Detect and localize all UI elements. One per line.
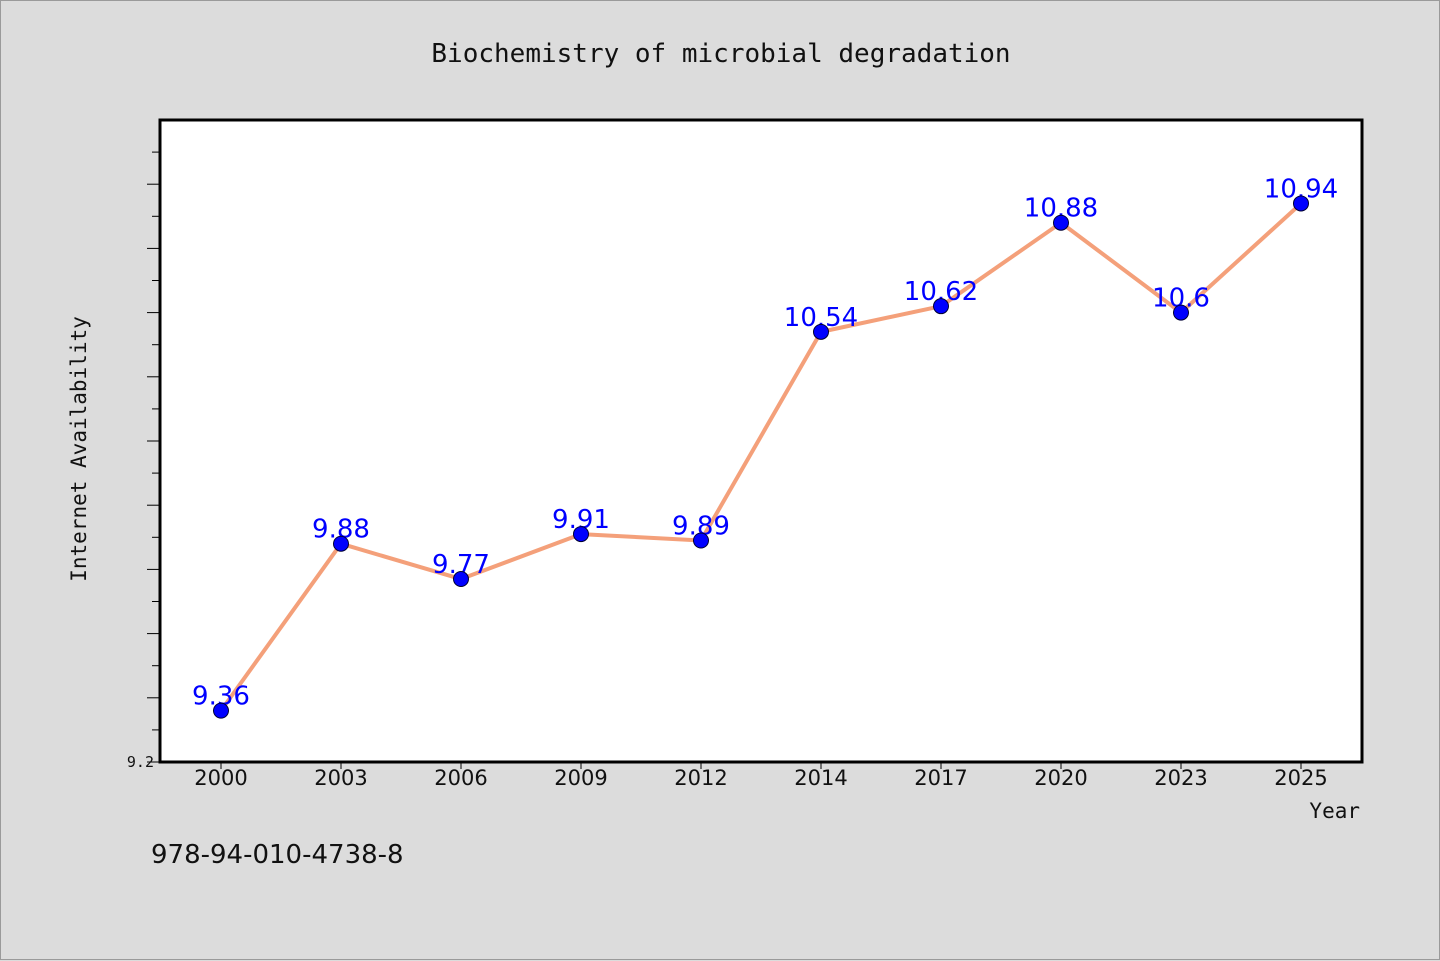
data-point <box>1173 304 1189 321</box>
data-point <box>213 702 229 719</box>
y-tick-label: 9.2 <box>127 753 154 771</box>
x-tick-label: 2025 <box>1274 766 1327 790</box>
data-point <box>1293 195 1309 212</box>
y-axis-ticks <box>147 151 160 763</box>
x-tick-label: 2014 <box>794 766 847 790</box>
isbn-text: 978-94-010-4738-8 <box>151 840 404 870</box>
x-tick-label: 2020 <box>1034 766 1087 790</box>
series-line <box>219 201 1303 713</box>
data-point <box>1053 214 1069 231</box>
x-tick-label: 2009 <box>554 766 607 790</box>
data-point <box>693 532 709 549</box>
x-tick-label: 2017 <box>914 766 967 790</box>
x-axis-label: Year <box>1309 799 1360 823</box>
x-tick-label: 2012 <box>674 766 727 790</box>
x-tick-label: 2023 <box>1154 766 1207 790</box>
data-point <box>333 535 349 552</box>
series-group: 9.369.889.779.91 9.8910.5410.6210.8810.61… <box>192 174 1338 719</box>
plot-area <box>158 118 1364 764</box>
x-tick-label: 2000 <box>194 766 247 790</box>
x-tick-label: 2003 <box>314 766 367 790</box>
x-tick-label: 2006 <box>434 766 487 790</box>
y-axis-label: Internet Availability <box>67 316 91 582</box>
data-point <box>453 571 469 588</box>
chart-title: Biochemistry of microbial degradation <box>431 39 1010 69</box>
data-point <box>813 323 829 340</box>
data-point <box>933 298 949 315</box>
x-axis-ticks: 2000 2003 2006 2009 2012 2014 2017 2020 2023 2025 <box>194 762 1328 790</box>
data-point <box>573 526 589 543</box>
